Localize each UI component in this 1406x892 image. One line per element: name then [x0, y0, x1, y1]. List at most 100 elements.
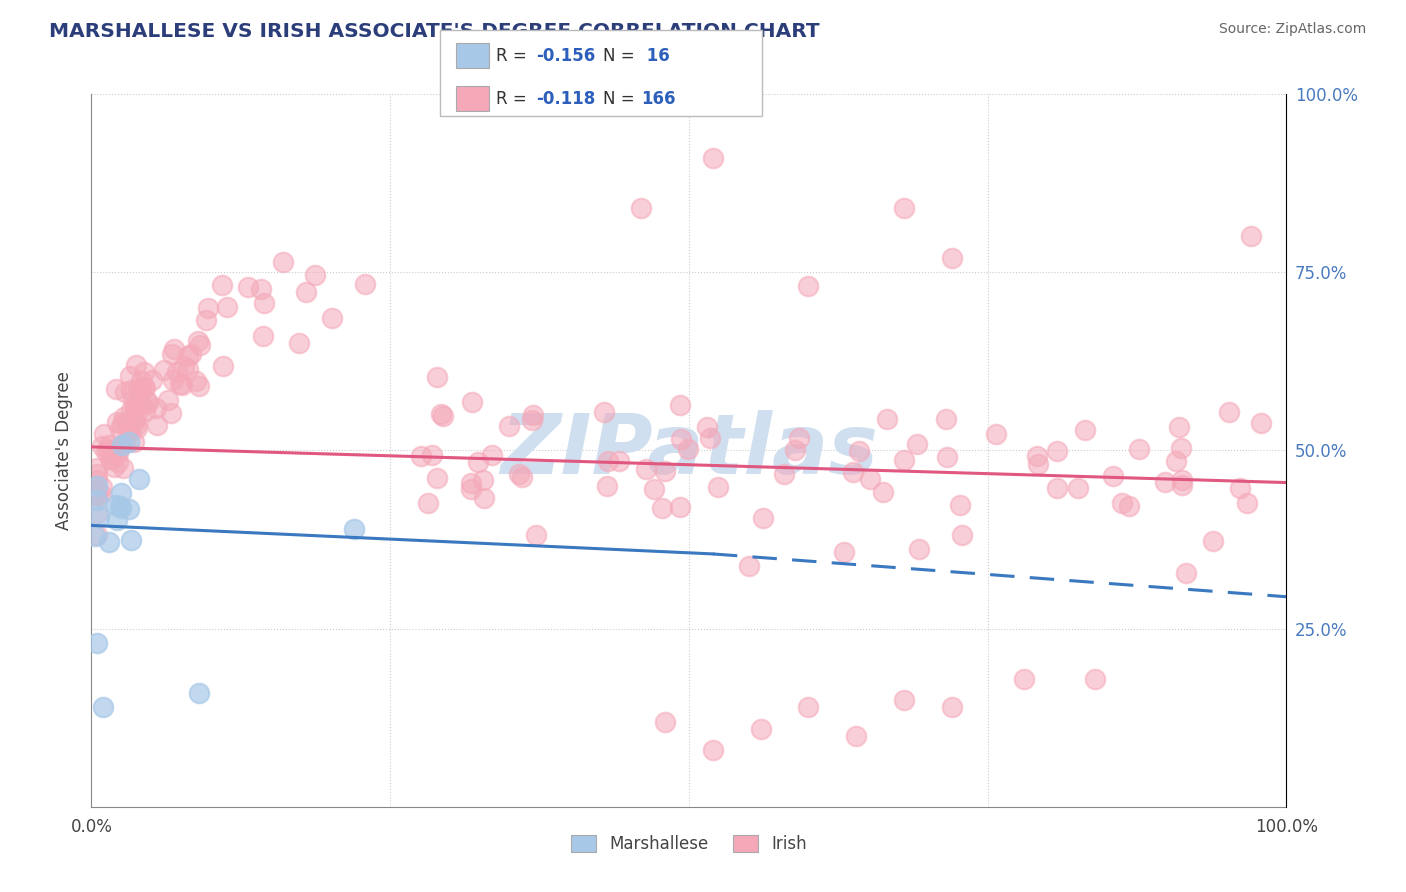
Point	[1166, 454, 1188, 468]
Point	[86, 507, 108, 521]
Point	[510, 469, 533, 483]
Point	[97, 442, 120, 457]
Point	[250, 282, 273, 296]
Point	[118, 423, 141, 437]
Point	[105, 513, 128, 527]
Point	[86, 479, 108, 493]
Point	[111, 438, 134, 452]
Point	[108, 499, 131, 513]
Point	[935, 450, 957, 464]
Point	[651, 501, 673, 516]
Point	[124, 413, 146, 427]
Point	[707, 480, 730, 494]
Point	[187, 686, 211, 700]
Point	[188, 378, 211, 392]
Point	[1067, 481, 1090, 495]
Point	[848, 443, 870, 458]
Point	[129, 374, 152, 388]
Point	[197, 301, 219, 316]
Point	[187, 334, 209, 349]
Point	[135, 394, 157, 409]
Point	[273, 254, 295, 268]
Point	[676, 442, 699, 456]
Text: -0.118: -0.118	[536, 89, 595, 108]
Point	[90, 479, 112, 493]
Point	[1111, 496, 1133, 510]
Point	[108, 422, 131, 436]
Point	[636, 462, 658, 476]
Point	[138, 396, 160, 410]
Point	[737, 558, 759, 573]
Point	[86, 467, 108, 481]
Point	[86, 488, 108, 502]
Point	[1026, 457, 1049, 471]
Point	[112, 410, 135, 425]
Point	[120, 533, 142, 547]
Point	[110, 486, 132, 500]
Point	[654, 464, 676, 478]
Point	[630, 201, 652, 215]
Legend: Marshallese, Irish: Marshallese, Irish	[564, 828, 814, 860]
Point	[91, 439, 114, 453]
Point	[163, 342, 186, 356]
Point	[1171, 477, 1194, 491]
Point	[1236, 496, 1258, 510]
Point	[1084, 672, 1107, 686]
Point	[107, 446, 129, 460]
Point	[104, 383, 127, 397]
Point	[1154, 475, 1177, 490]
Point	[418, 495, 440, 509]
Point	[111, 461, 134, 475]
Point	[461, 395, 484, 409]
Point	[295, 285, 318, 300]
Point	[114, 385, 136, 400]
Text: R =: R =	[496, 89, 533, 108]
Point	[93, 426, 115, 441]
Point	[127, 420, 149, 434]
Point	[177, 349, 200, 363]
Point	[749, 722, 772, 736]
Point	[86, 461, 108, 475]
Point	[471, 473, 494, 487]
Point	[107, 455, 129, 469]
Text: MARSHALLESE VS IRISH ASSOCIATE'S DEGREE CORRELATION CHART: MARSHALLESE VS IRISH ASSOCIATE'S DEGREE …	[49, 22, 820, 41]
Point	[173, 359, 195, 373]
Point	[949, 499, 972, 513]
Point	[104, 498, 127, 512]
Point	[98, 451, 121, 466]
Point	[1045, 444, 1067, 458]
Point	[162, 373, 184, 387]
Point	[832, 544, 855, 558]
Text: R =: R =	[496, 47, 533, 65]
Point	[984, 427, 1007, 442]
Point	[141, 373, 163, 387]
Point	[103, 442, 125, 457]
Point	[905, 436, 928, 450]
Point	[157, 393, 180, 408]
Point	[1174, 566, 1197, 581]
Point	[134, 403, 156, 417]
Point	[177, 362, 200, 376]
Point	[797, 279, 820, 293]
Point	[152, 362, 174, 376]
Point	[86, 528, 108, 542]
Point	[783, 442, 806, 457]
Point	[696, 420, 718, 434]
Point	[643, 482, 665, 496]
Point	[893, 453, 915, 467]
Point	[124, 399, 146, 413]
Text: 16: 16	[641, 47, 669, 65]
Point	[159, 406, 181, 420]
Point	[893, 693, 915, 707]
Point	[950, 527, 973, 541]
Point	[699, 431, 721, 445]
Point	[236, 280, 259, 294]
Point	[118, 418, 141, 433]
Point	[607, 454, 630, 468]
Point	[941, 700, 963, 714]
Point	[1202, 533, 1225, 548]
Point	[1101, 468, 1123, 483]
Point	[420, 448, 443, 462]
Point	[86, 493, 108, 508]
Point	[872, 484, 894, 499]
